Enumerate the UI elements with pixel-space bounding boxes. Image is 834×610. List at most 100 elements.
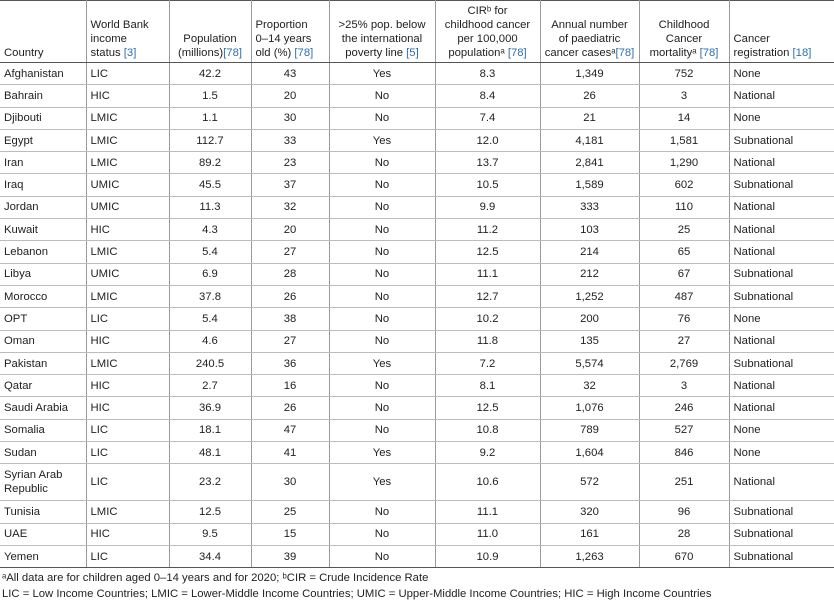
table-cell: 789 [540,419,640,443]
table-cell: National [729,240,834,264]
table-cell: 10.5 [435,173,541,197]
table-cell: No [329,151,436,175]
table-cell: HIC [86,84,170,108]
table-cell: LMIC [86,151,170,175]
column-header-text: mortalityᵃ [649,47,700,59]
table-cell: 45.5 [169,173,252,197]
column-header: Childhood Cancer mortalityᵃ [78] [639,0,730,63]
table-cell: No [329,307,436,331]
table-cell: Subnational [729,545,834,569]
reference-link[interactable]: [5] [406,47,419,59]
table-row: Iraq UMIC 45.5 37 No 10.5 1,589 602 Subnational [0,173,834,197]
table-cell: No [329,107,436,130]
table-cell: 39 [251,545,330,569]
table-cell: No [329,545,436,569]
table-cell: Yes [329,441,436,465]
column-header: CIRᵇ for childhood cancer per 100,000 popul… [435,0,541,63]
table-cell: 10.8 [435,419,541,443]
table-cell: 846 [639,441,730,465]
table-cell: 11.2 [435,218,541,242]
table-cell: Bahrain [0,84,87,108]
table-cell: Yes [329,352,436,376]
reference-link[interactable]: [3] [123,47,137,59]
column-header-text: Population [183,33,237,45]
table-cell: Subnational [729,263,834,286]
table-cell: 32 [251,196,330,220]
table-cell: 23.2 [169,463,252,502]
column-header-text: Cancer [733,33,770,45]
table-cell: Saudi Arabia [0,396,87,420]
table-cell: 246 [639,396,730,420]
table-cell: 1,581 [639,129,730,153]
table-cell: Afghanistan [0,62,87,86]
table-cell: 33 [251,129,330,153]
column-header: Proportion 0–14 years old (%) [78] [251,0,330,63]
reference-link[interactable]: [78] [699,47,719,59]
table-cell: 7.4 [435,107,541,130]
table-cell: UMIC [86,173,170,197]
column-header: Population (millions)[78] [169,0,252,63]
table-row: Lebanon LMIC 5.4 27 No 12.5 214 65 National [0,240,834,264]
table-row: Morocco LMIC 37.8 26 No 12.7 1,252 487 Subnation… [0,285,834,309]
table-cell: 96 [639,500,730,524]
column-header-text: poverty line [345,47,407,59]
table-cell: 67 [639,263,730,286]
reference-link[interactable]: [78] [507,47,527,59]
table-cell: LMIC [86,129,170,153]
column-header-text: Cancer [665,33,703,45]
table-cell: LMIC [86,240,170,264]
table-cell: 41 [251,441,330,465]
table-cell: 27 [639,330,730,353]
column-header-text: >25% pop. below [338,19,426,31]
reference-link[interactable]: [78] [223,47,243,59]
table-cell: 10.6 [435,463,541,502]
table-row: Tunisia LMIC 12.5 25 No 11.1 320 96 Subnational [0,500,834,524]
table-cell: 240.5 [169,352,252,376]
table-cell: 65 [639,240,730,264]
table-cell: 11.1 [435,500,541,524]
table-cell: No [329,330,436,353]
table-cell: No [329,218,436,242]
column-header-text: populationᵃ [448,47,508,59]
table-cell: No [329,263,436,286]
table-cell: Libya [0,263,87,286]
table-cell: 1,290 [639,151,730,175]
table-row: Iran LMIC 89.2 23 No 13.7 2,841 1,290 National [0,151,834,175]
column-header: Cancer registration [18] [729,0,834,63]
column-header: >25% pop. below the international poverty … [329,0,436,63]
table-cell: Yemen [0,545,87,569]
table-cell: Somalia [0,419,87,443]
table-cell: 12.5 [435,240,541,264]
table-cell: 32 [540,374,640,398]
table-cell: 42.2 [169,62,252,86]
table-cell: 602 [639,173,730,197]
reference-link[interactable]: [18] [792,47,812,59]
table-cell: No [329,196,436,220]
table-cell: 23 [251,151,330,175]
table-cell: 333 [540,196,640,220]
table-cell: 30 [251,107,330,130]
column-header-text: income [90,33,127,45]
footnote-income-abbreviations: LIC = Low Income Countries; LMIC = Lower… [2,588,712,601]
table-cell: 13.7 [435,151,541,175]
table-cell: LMIC [86,285,170,309]
table-cell: LIC [86,307,170,331]
table-cell: 36 [251,352,330,376]
table-body: Afghanistan LIC 42.2 43 Yes 8.3 1,349 752 None Ba… [0,62,834,569]
column-header-text: the international [341,33,423,45]
reference-link[interactable]: [78] [615,47,635,59]
table-cell: Egypt [0,129,87,153]
table-cell: 7.2 [435,352,541,376]
column-header-text: CIRᵇ for [467,5,508,17]
table-cell: 5.4 [169,307,252,331]
table-cell: 30 [251,463,330,502]
reference-link[interactable]: [78] [294,47,314,59]
table-cell: 5,574 [540,352,640,376]
table-cell: 2,769 [639,352,730,376]
table-cell: 2,841 [540,151,640,175]
table-row: Sudan LIC 48.1 41 Yes 9.2 1,604 846 None [0,441,834,465]
table-footnotes: ᵃAll data are for children aged 0–14 yea… [0,568,834,602]
table-cell: Lebanon [0,240,87,264]
table-cell: UMIC [86,263,170,286]
footnote-abbreviations-cir: ᵃAll data are for children aged 0–14 yea… [2,572,429,585]
